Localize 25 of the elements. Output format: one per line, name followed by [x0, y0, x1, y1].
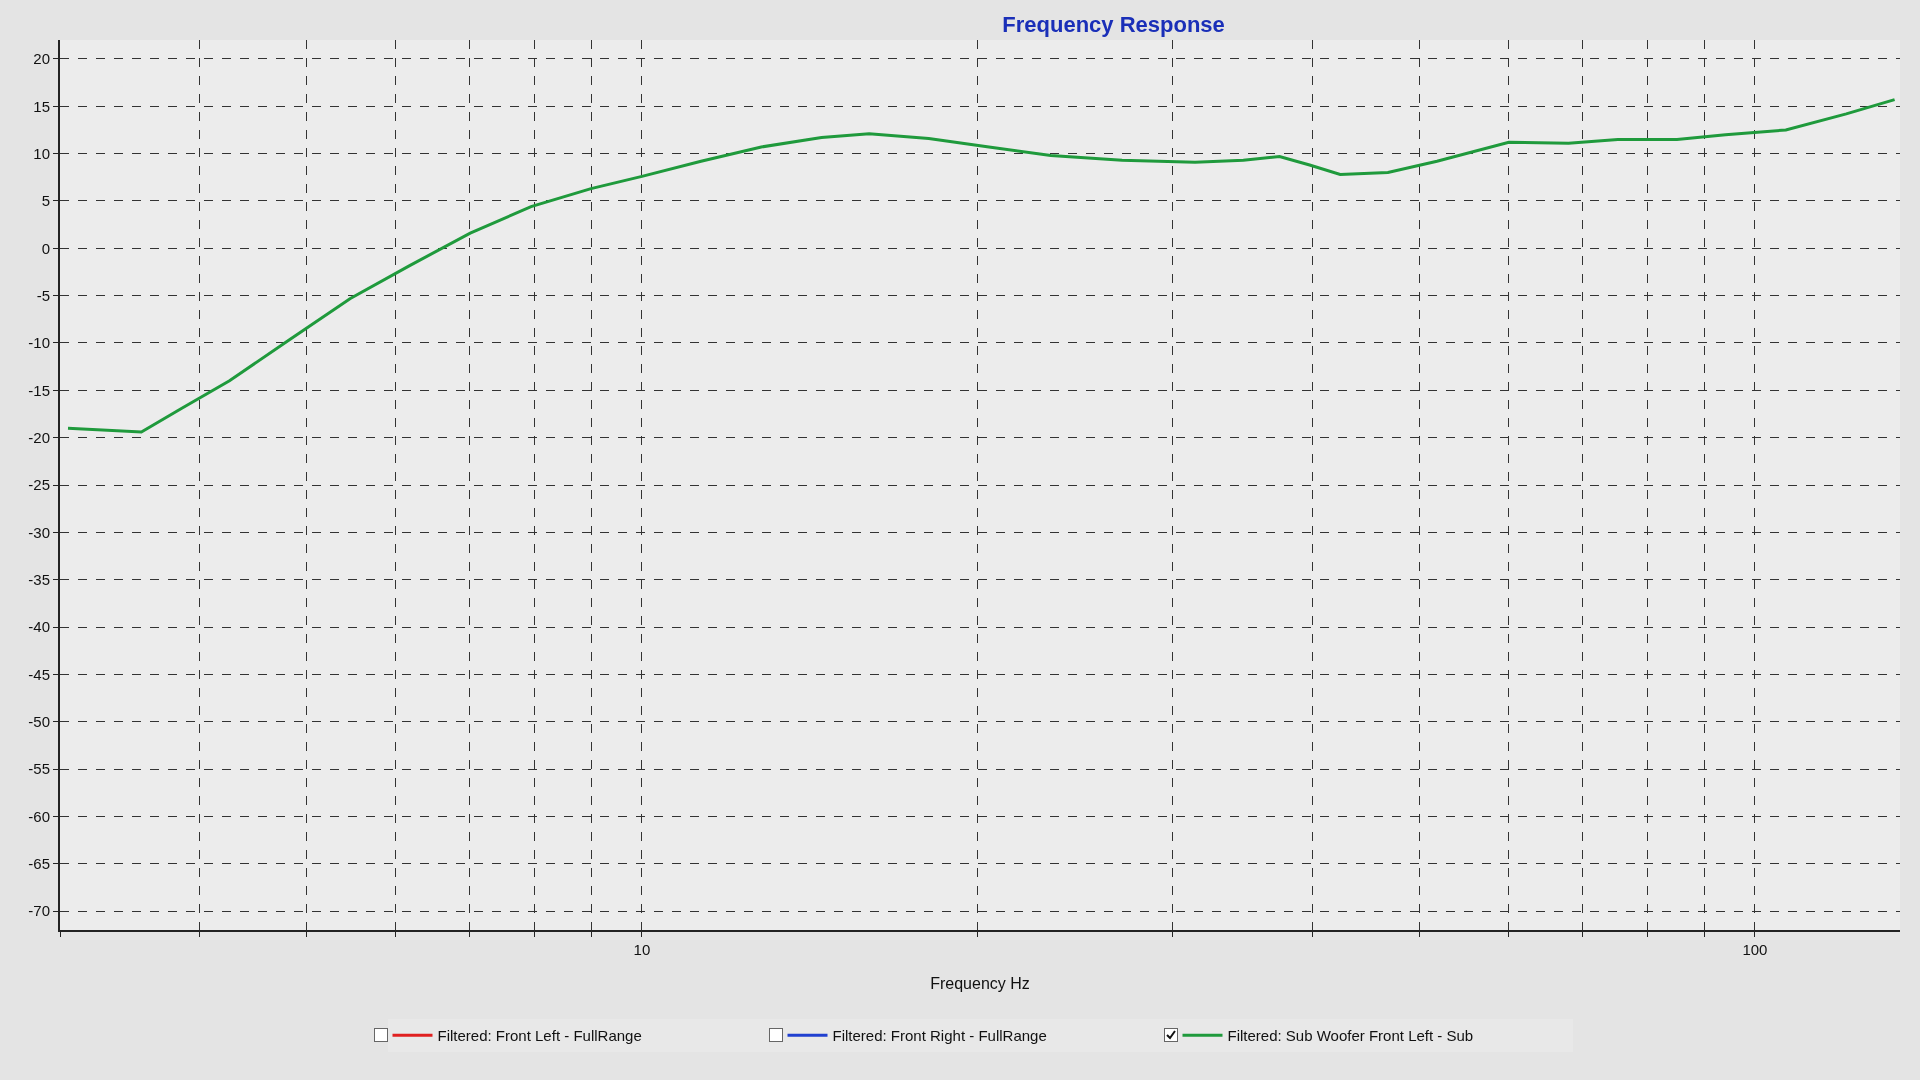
y-tick-label: -30	[28, 523, 50, 541]
y-tick-label: -5	[36, 286, 50, 304]
y-tick-label: -25	[28, 476, 50, 494]
y-tick-label: -20	[28, 428, 50, 446]
y-tick-label: 5	[41, 192, 50, 210]
y-tick-label: -15	[28, 381, 50, 399]
y-tick-label: -50	[28, 712, 50, 730]
y-tick-label: 10	[33, 144, 50, 162]
y-tick-label: 0	[41, 239, 50, 257]
y-tick-label: -70	[28, 902, 50, 920]
y-tick-label: -60	[28, 807, 50, 825]
y-tick-label: -45	[28, 665, 50, 683]
y-tick-label: -40	[28, 618, 50, 636]
y-tick-label: -55	[28, 760, 50, 778]
legend-label: Filtered: Front Left - FullRange	[437, 1027, 642, 1045]
y-tick-label: 15	[33, 97, 50, 115]
x-tick-label: 100	[1742, 941, 1768, 958]
y-tick-label: -35	[28, 570, 50, 588]
y-tick-label: 20	[33, 50, 50, 68]
x-axis-title: Frequency Hz	[930, 975, 1030, 992]
y-tick-label: -10	[28, 334, 50, 352]
y-tick-label: -65	[28, 854, 50, 872]
legend-label: Filtered: Front Right - FullRange	[832, 1027, 1047, 1045]
legend-label: Filtered: Sub Woofer Front Left - Sub	[1227, 1027, 1474, 1045]
chart-title: Frequency Response	[1002, 11, 1225, 37]
